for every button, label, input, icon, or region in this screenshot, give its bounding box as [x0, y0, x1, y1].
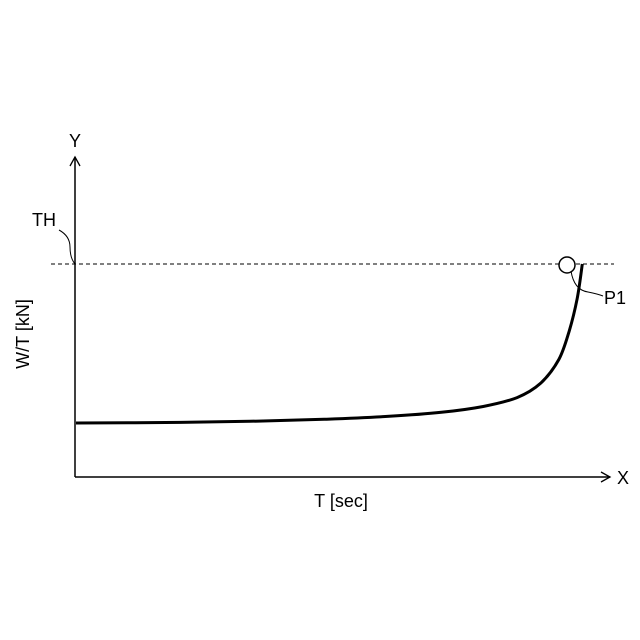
- y-axis-letter: Y: [69, 131, 81, 151]
- p1-label: P1: [604, 288, 626, 308]
- threshold-leader-line: [59, 230, 75, 264]
- series-line: [76, 264, 582, 423]
- x-axis-letter: X: [617, 468, 629, 488]
- p1-marker: [559, 257, 575, 273]
- y-axis-title: W/T [kN]: [13, 299, 33, 369]
- p1-leader-line: [571, 271, 603, 296]
- x-axis-title: T [sec]: [314, 491, 368, 511]
- threshold-label: TH: [32, 210, 56, 230]
